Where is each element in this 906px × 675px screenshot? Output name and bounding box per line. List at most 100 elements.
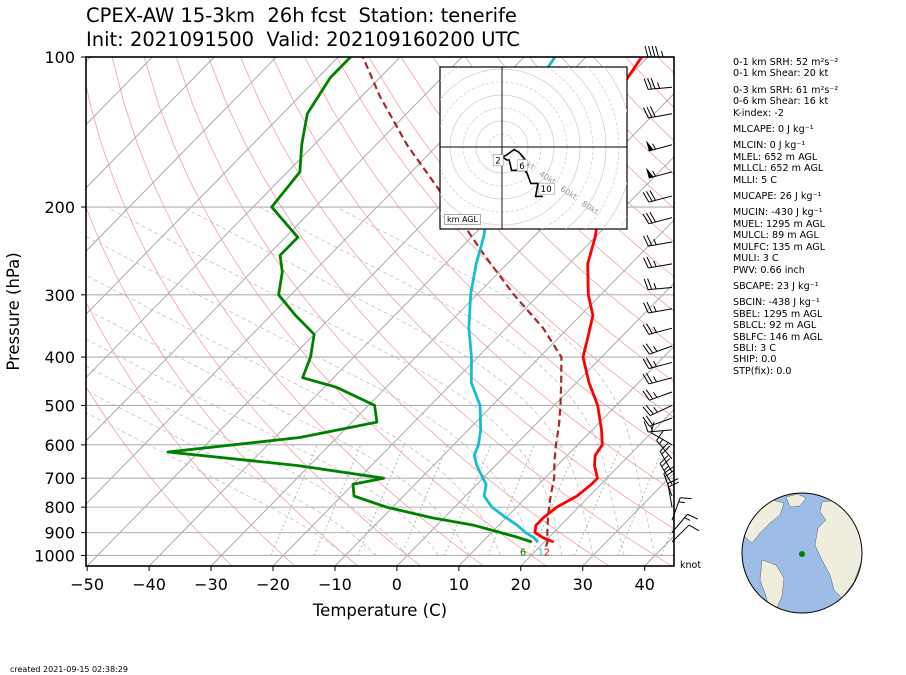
index-line: SBCIN: -438 J kg⁻¹ (733, 297, 820, 309)
barb-pennant (645, 167, 654, 179)
barb-flag (644, 45, 649, 58)
barb-half-flag (653, 360, 657, 367)
x-axis-label: Temperature (C) (312, 601, 447, 620)
barb-flag (646, 106, 653, 118)
isotherm (458, 345, 674, 566)
barb-half-flag (657, 82, 661, 89)
wind-barb (642, 190, 673, 203)
barb-staff (649, 345, 673, 355)
isotherm (520, 408, 674, 566)
barb-half-flag (653, 376, 657, 383)
barb-flag (646, 301, 653, 313)
barb-flag (647, 78, 653, 90)
barb-staff (648, 217, 673, 225)
moist-adiabat (86, 274, 501, 556)
index-line: MUCAPE: 26 J kg⁻¹ (733, 191, 822, 203)
isotherm (86, 57, 463, 442)
barb-staff (649, 391, 673, 401)
barb-flag (650, 421, 655, 433)
station-marker (799, 551, 805, 557)
dry-adiabat (432, 57, 674, 312)
wind-barb (642, 404, 673, 416)
x-tick-label: −20 (256, 575, 290, 594)
isotherm (582, 472, 674, 566)
barb-flag (643, 78, 649, 90)
wind-barb (656, 430, 673, 460)
mixing-ratio-line (574, 444, 622, 556)
dry-adiabat (86, 82, 421, 566)
wind-barb (642, 415, 673, 427)
y-tick-label: 900 (44, 524, 75, 543)
index-line: 0-6 km Shear: 16 kt (733, 96, 829, 108)
location-globe (741, 492, 863, 614)
x-tick-label: 30 (573, 575, 593, 594)
wind-barb (645, 140, 673, 152)
barb-half-flag (653, 346, 658, 352)
barb-flag (647, 278, 653, 290)
x-tick-label: −10 (318, 575, 352, 594)
barb-flag (646, 256, 653, 268)
isotherm (272, 156, 674, 566)
barb-flag (651, 45, 656, 58)
barb-flag (661, 445, 671, 455)
barb-half-flag (663, 465, 669, 471)
wind-barb (643, 106, 673, 119)
wind-barb (643, 256, 673, 269)
x-tick-label: 10 (449, 575, 469, 594)
moist-adiabat (86, 308, 470, 556)
x-tick-label: 40 (635, 575, 655, 594)
barb-half-flag (652, 170, 657, 177)
wind-barb (642, 343, 673, 355)
barb-flag (643, 421, 649, 433)
mixing-ratio-line (443, 444, 492, 556)
wind-barb (650, 421, 673, 446)
barb-staff (648, 195, 673, 203)
globe-greenland (785, 493, 807, 508)
barb-flag (659, 442, 669, 452)
index-line: MULI: 3 C (733, 253, 779, 265)
mixing-ratio-line (400, 444, 448, 556)
barb-staff (671, 524, 690, 543)
barb-flag (659, 455, 669, 464)
dry-adiabat (111, 57, 484, 566)
wind-barb (642, 323, 673, 335)
index-line: MULFC: 135 m AGL (733, 241, 826, 253)
index-line: SBLI: 3 C (733, 342, 776, 354)
wind-barb (645, 167, 673, 179)
dry-adiabat (272, 57, 674, 492)
dry-adiabat (86, 206, 359, 566)
mixing-ratio-line (487, 444, 535, 556)
mixing-ratio-line (270, 444, 318, 556)
hodograph-height-box (492, 154, 504, 166)
index-line: 0-1 km SRH: 52 m²s⁻² (733, 57, 839, 68)
dewpoint-trace (166, 57, 533, 544)
chart-subtitle: Init: 2021091500 Valid: 202109160200 UTC (86, 28, 520, 51)
hodograph-height-box (516, 159, 528, 172)
mixing-ratio-line (660, 523, 674, 556)
barb-staff (648, 361, 673, 370)
barb-half-flag (653, 305, 657, 312)
barb-flag (680, 497, 692, 500)
barb-flag (642, 406, 651, 416)
barb-flag (648, 45, 652, 58)
barb-staff (648, 144, 673, 152)
barb-staff (648, 171, 673, 179)
y-tick-label: 400 (44, 348, 75, 367)
y-tick-label: 500 (44, 396, 75, 415)
wind-barb (642, 389, 673, 401)
barb-staff (648, 113, 673, 119)
barb-staff (648, 377, 673, 385)
barb-staff (648, 263, 673, 269)
barb-flag (642, 344, 650, 355)
x-tick-label: −50 (70, 575, 104, 594)
barb-half-flag (678, 501, 685, 504)
wind-barb (643, 278, 673, 291)
barb-flag (646, 191, 653, 202)
wind-barb (667, 478, 679, 508)
plot-frame (85, 56, 675, 567)
barb-flag (642, 213, 650, 225)
barb-flag (646, 212, 653, 224)
isotherm (86, 57, 277, 252)
barb-flag (643, 235, 649, 247)
